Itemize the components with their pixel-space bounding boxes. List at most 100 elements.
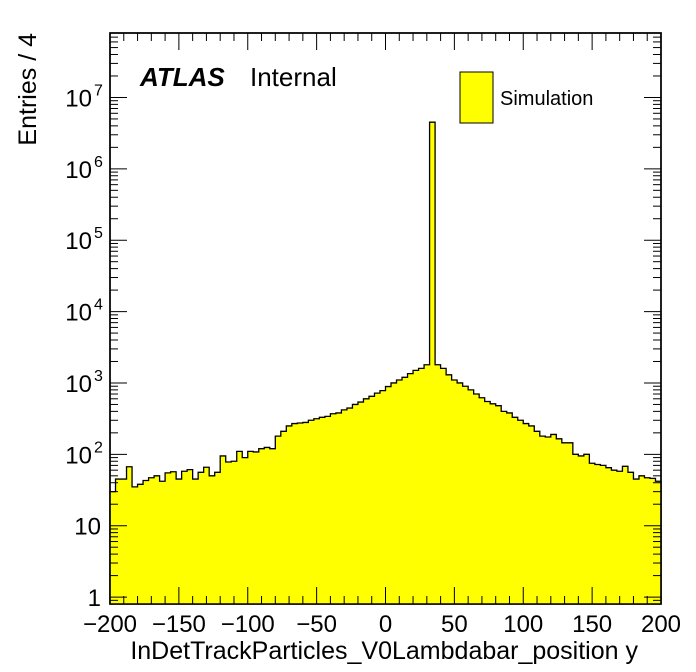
histogram-bar (203, 467, 210, 604)
histogram-bar (429, 122, 436, 604)
histogram-bar (181, 471, 188, 604)
histogram-bar (187, 469, 194, 604)
x-tick-label: 150 (572, 611, 612, 638)
histogram-bar (567, 442, 574, 604)
histogram-bar (616, 471, 623, 604)
histogram-bar (523, 423, 530, 604)
histogram-bar (110, 491, 116, 604)
histogram-bar (275, 436, 282, 604)
y-tick-exponent: 6 (94, 154, 103, 171)
x-tick-label: 200 (641, 611, 681, 638)
histogram-bar (545, 436, 552, 604)
histogram-bar (589, 463, 596, 604)
y-tick-label: 10 (65, 228, 92, 255)
histogram-bar (539, 436, 546, 604)
histogram-bar (154, 475, 160, 604)
x-tick-label: −100 (221, 611, 275, 638)
histogram-bar (121, 479, 127, 604)
histogram-bar (148, 477, 155, 604)
x-tick-label: 50 (441, 611, 468, 638)
histogram-bar (269, 448, 276, 604)
histogram-bar (363, 398, 370, 604)
x-tick-labels: −200 −150 −100 −50 0 50 100 150 200 (83, 611, 681, 638)
histogram-bar (396, 380, 403, 604)
histogram-bar (457, 382, 464, 604)
y-tick-label: 10 (65, 85, 92, 112)
histogram-bar (192, 479, 199, 604)
histogram-bar (583, 454, 590, 604)
histogram-bar (424, 364, 430, 604)
histogram-bar (655, 481, 662, 604)
histogram-bar (512, 417, 519, 604)
histogram-bar (242, 457, 249, 604)
histogram-bar (253, 451, 260, 604)
histogram-bar (341, 409, 348, 604)
histogram-bar (357, 402, 364, 604)
internal-label: Internal (250, 62, 337, 92)
histogram-bar (451, 380, 458, 604)
histogram-bar (468, 389, 475, 604)
histogram-bar (368, 396, 375, 604)
y-tick-label: 10 (65, 371, 92, 398)
histogram-bar (605, 467, 612, 604)
atlas-label: ATLAS (139, 62, 225, 92)
histogram-bar (627, 472, 634, 604)
histogram-bar (286, 425, 293, 604)
y-axis-title: Entries / 4 (14, 33, 42, 146)
histogram-bar (561, 442, 568, 604)
histogram-bar (528, 425, 535, 604)
y-tick-label: 1 (88, 585, 101, 612)
histogram-bar (556, 438, 563, 604)
y-tick-exponent: 4 (94, 297, 103, 314)
histogram-bar (352, 404, 359, 604)
y-tick-label: 10 (65, 300, 92, 327)
histogram-bar (258, 448, 265, 604)
histogram-bar (578, 455, 585, 604)
histogram-bar (225, 462, 232, 604)
histogram-bar (319, 417, 326, 604)
histogram-bar (132, 486, 138, 604)
y-tick-exponent: 3 (94, 368, 103, 385)
axis-ticks (109, 32, 662, 605)
histogram-bar (517, 420, 524, 604)
legend-swatch-simulation (459, 71, 494, 124)
histogram-bar (313, 418, 320, 604)
histogram-bar (170, 471, 177, 604)
histogram-bar (143, 480, 149, 604)
histogram-bar (374, 393, 381, 604)
histogram-bar (291, 423, 298, 604)
histogram-bar (440, 368, 447, 604)
x-tick-label: 100 (503, 611, 543, 638)
x-axis-title: InDetTrackParticles_V0Lambdabar_position… (130, 637, 638, 665)
histogram-bar (644, 477, 651, 604)
histogram-bar (297, 422, 304, 604)
histogram-bars (109, 121, 662, 604)
histogram-bar (479, 397, 486, 604)
histogram-bar (534, 431, 541, 604)
histogram-bar (550, 434, 557, 604)
histogram-bar (264, 447, 271, 604)
histogram-bar (247, 451, 254, 604)
histogram-bar (302, 422, 309, 604)
histogram-bar (446, 374, 453, 604)
y-tick-label: 10 (65, 442, 92, 469)
x-tick-label: −200 (83, 611, 137, 638)
histogram-bar (402, 377, 408, 604)
histogram-bar (501, 411, 508, 604)
histogram-bar (594, 464, 601, 604)
y-tick-exponent: 2 (94, 439, 103, 456)
histogram-bar (346, 408, 353, 604)
y-tick-exponent: 7 (94, 82, 103, 99)
histogram-bar (324, 416, 331, 604)
y-tick-label: 10 (74, 514, 101, 541)
histogram-outline (109, 121, 662, 604)
x-tick-label: 0 (379, 611, 392, 638)
histogram-bar (484, 401, 491, 604)
histogram-bar (506, 412, 513, 604)
histogram-bar (435, 364, 441, 604)
histogram-bar (126, 466, 133, 604)
histogram-bar (209, 475, 216, 604)
histogram-bar (391, 382, 397, 604)
y-tick-label: 10 (65, 157, 92, 184)
histogram-bar (280, 431, 287, 604)
